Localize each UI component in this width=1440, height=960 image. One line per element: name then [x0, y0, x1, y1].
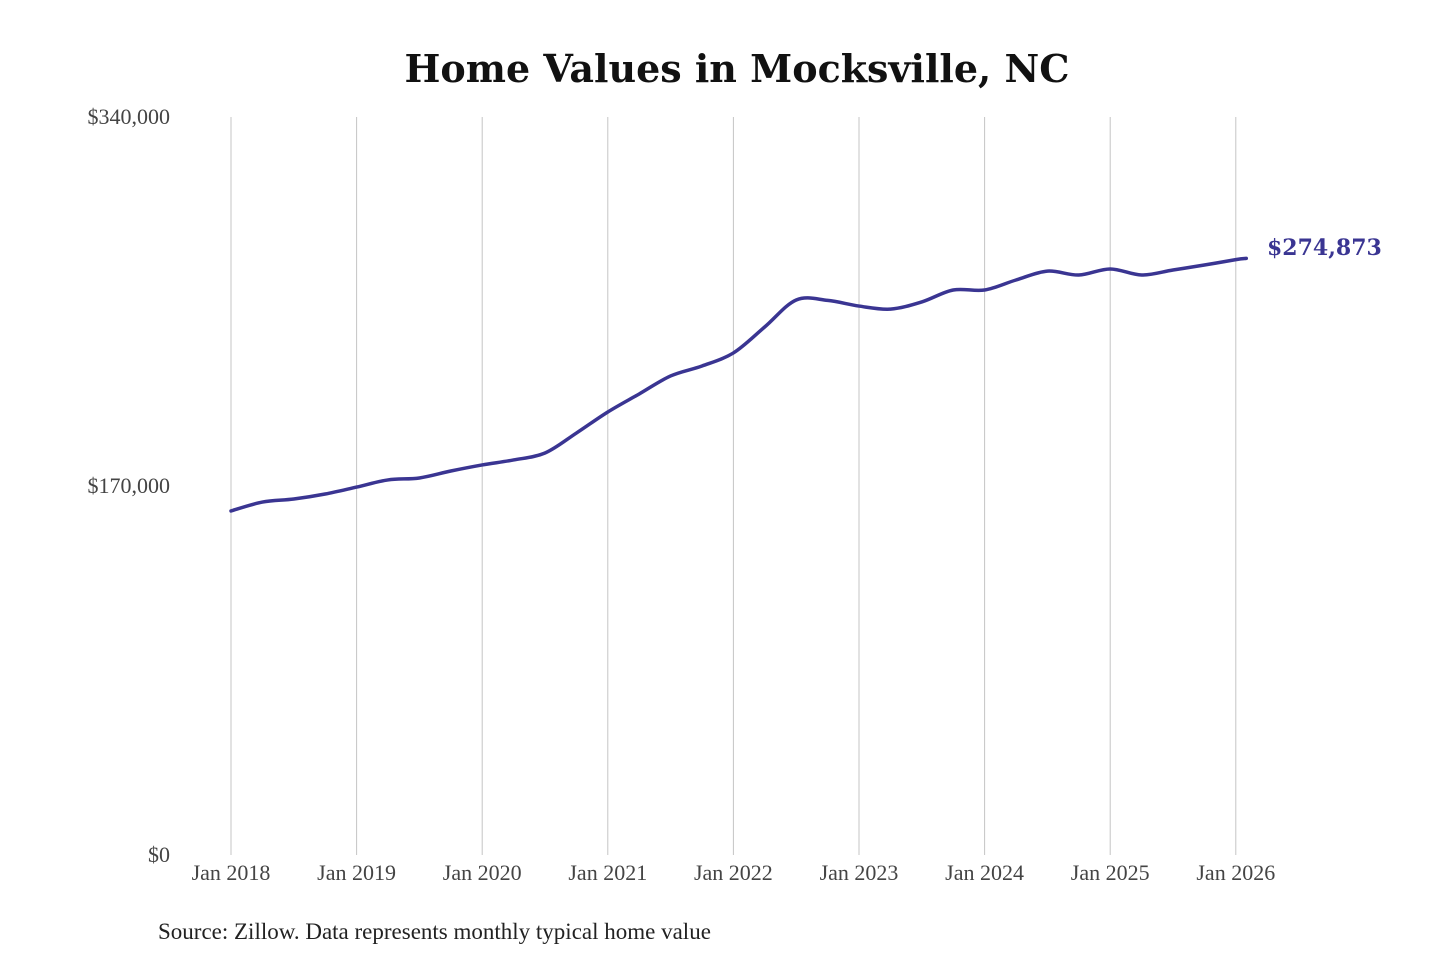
- source-note: Source: Zillow. Data represents monthly …: [158, 919, 711, 944]
- y-tick-label: $340,000: [88, 104, 171, 129]
- x-tick-label: Jan 2022: [694, 860, 773, 885]
- y-tick-label: $170,000: [88, 473, 171, 498]
- x-tick-label: Jan 2021: [568, 860, 647, 885]
- x-axis: Jan 2018 Jan 2019 Jan 2020 Jan 2021 Jan 2022…: [192, 860, 1276, 885]
- x-tick-label: Jan 2026: [1196, 860, 1275, 885]
- series-line: [229, 256, 1249, 513]
- x-tick-label: Jan 2019: [317, 860, 396, 885]
- x-tick-label: Jan 2024: [945, 860, 1024, 885]
- chart-title: Home Values in Mocksville, NC: [405, 46, 1070, 91]
- x-tick-label: Jan 2018: [192, 860, 271, 885]
- x-tick-label: Jan 2025: [1071, 860, 1150, 885]
- y-axis: $0 $170,000 $340,000: [88, 104, 171, 867]
- x-tick-label: Jan 2023: [820, 860, 899, 885]
- end-value-label: $274,873: [1267, 235, 1382, 261]
- x-tick-label: Jan 2020: [443, 860, 522, 885]
- y-tick-label: $0: [148, 842, 170, 867]
- grid-lines: [230, 117, 1237, 855]
